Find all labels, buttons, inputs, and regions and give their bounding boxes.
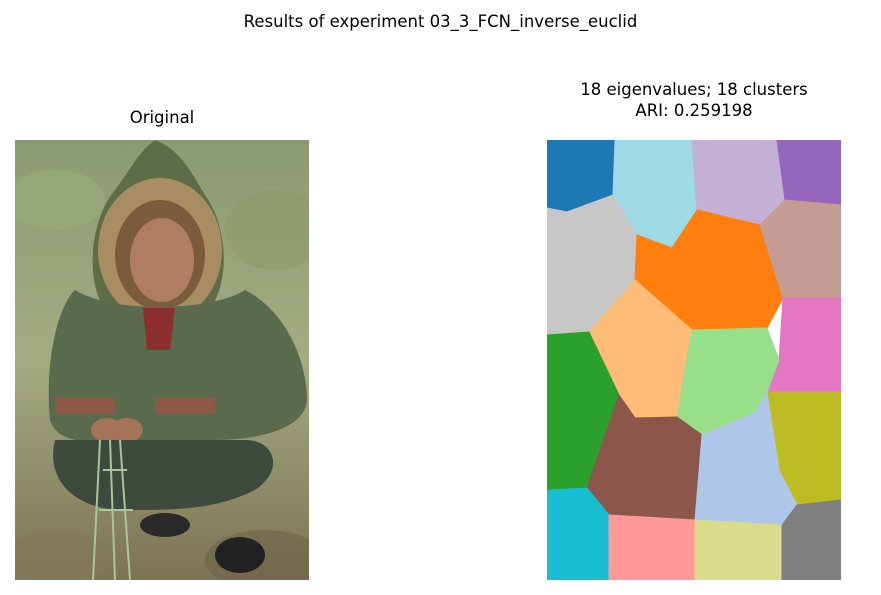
- segmentation-image: [547, 140, 841, 580]
- segmentation-title-line1: 18 eigenvalues; 18 clusters: [580, 80, 808, 99]
- original-photo-graphic: [15, 140, 309, 580]
- cluster-region-18: [781, 499, 841, 580]
- segmentation-title-line2: ARI: 0.259198: [635, 101, 753, 120]
- cluster-region-4: [776, 140, 841, 206]
- figure-suptitle: Results of experiment 03_3_FCN_inverse_e…: [243, 12, 638, 31]
- cluster-region-16: [608, 514, 696, 580]
- segmentation-panel-title: 18 eigenvalues; 18 clusters ARI: 0.25919…: [500, 79, 881, 121]
- original-image: [15, 140, 309, 580]
- cluster-region-17: [694, 519, 783, 580]
- cluster-region-9: [766, 297, 841, 393]
- segmentation-map: [547, 140, 841, 580]
- cluster-region-7: [759, 199, 841, 299]
- original-panel-title: Original: [129, 108, 195, 127]
